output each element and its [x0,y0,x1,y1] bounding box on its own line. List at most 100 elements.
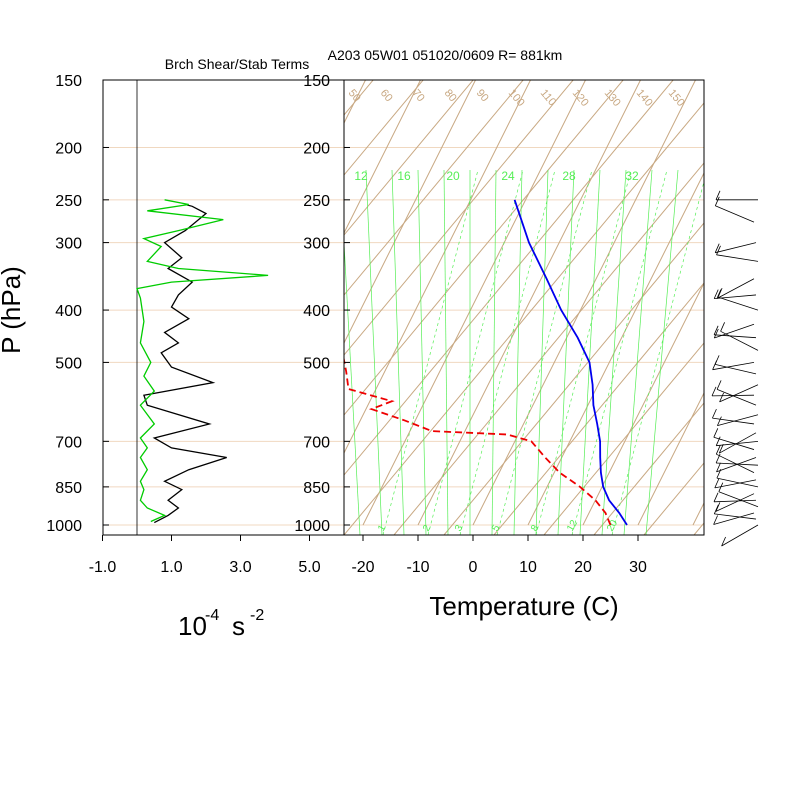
skewt-y-tick-label: 700 [303,434,330,451]
wind-barb-flag [713,428,719,438]
moist-adiabat-line [645,169,679,535]
moist-adiabat-line [443,169,449,535]
wind-barb-flag [717,287,723,298]
dry-adiabat-line [744,0,800,535]
dry-adiabat-label: 150 [666,87,687,109]
isotherm-line [472,80,696,526]
wind-barb [717,296,759,311]
isotherm-line [0,80,201,525]
dry-adiabat-label: 60 [378,87,395,104]
isotherm-line [344,80,366,125]
left-y-tick-label: 150 [55,73,82,90]
mixing-ratio-label: 20 [605,518,620,534]
wind-barb [719,384,759,403]
wind-barb-flag [715,436,721,446]
moist-adiabat-line [391,169,405,535]
dry-adiabat-label: 130 [602,87,623,109]
dry-adiabat-line [794,0,800,535]
dry-adiabat-line [693,522,704,535]
dry-adiabat-line [393,162,704,535]
mixing-ratio-label: 12 [565,518,580,534]
skewt-y-tick-label: 150 [303,73,330,90]
dry-adiabat-line [493,282,704,535]
dry-adiabat-label: 90 [474,87,491,104]
mixing-ratio-line [535,169,632,535]
left-pressure-ticks: 150 200 250 300 400 500 700 850 1000 [46,73,109,535]
skewt-x-tick-label: -10 [406,559,429,576]
wind-barb [715,242,757,254]
mixing-ratio-label: 1 [376,523,389,534]
wind-barb-flag [718,444,724,454]
skewt-pressure-ticks: 150 200 250 300 400 500 700 850 1000 [294,73,350,535]
skewt-x-tick-label: 10 [519,559,537,576]
isotherm-line [344,80,531,455]
skewt-series-group [344,199,628,526]
wind-barb-flag [714,478,720,489]
isotherm-line [88,80,311,525]
skewt-y-tick-label: 250 [303,193,330,210]
moist-adiabat-line [344,236,361,535]
wind-barb-flag [720,322,725,332]
wind-barb [718,491,759,508]
dry-adiabat-line [543,342,704,535]
skewt-y-tick-label: 500 [303,355,330,372]
wind-barb [719,432,757,454]
moist-adiabat-line [417,169,427,535]
moist-adiabat-line [535,169,549,535]
wind-barb-flag [712,360,717,370]
skewt-frame [343,79,705,536]
mixing-ratio-line [427,169,524,535]
wind-barb-flag [715,502,721,512]
skewt-x-tick-label: 20 [574,559,592,576]
left-x-tick-label: 3.0 [229,559,251,576]
isotherm-line [748,80,800,525]
wind-barb-flag [713,492,719,502]
dry-adiabat-label: 70 [410,87,427,104]
skewt-temperature-ticks: -20 -10 0 10 20 30 [351,535,647,576]
wind-barb-flag [721,536,726,547]
wind-barb-flag [713,325,719,335]
wind-barb-flag [713,515,718,525]
main-title: A203 05W01 051020/0609 R= 881km [328,47,563,63]
wind-barb [715,364,757,375]
mixing-ratio-label: 5 [490,523,503,534]
left-series-group [136,199,269,524]
units-base: 10 [178,611,207,641]
wind-barb [715,493,755,512]
wind-barb-flag [713,289,719,299]
wind-barb [714,513,757,520]
wind-barb [714,479,757,489]
dewpoint-profile [344,355,612,526]
skewt-x-tick-label: 30 [629,559,647,576]
wind-barb-flag [711,386,717,397]
moist-adiabat-line [491,169,497,535]
skewt-y-tick-label: 400 [303,303,330,320]
left-y-axis-label: P (hPa) [0,266,26,354]
wind-barb [716,278,755,299]
wind-barb-flag [718,482,724,492]
wind-barb-flag [714,196,720,206]
units-exponent-1: -4 [205,607,219,624]
wind-barb [720,330,759,351]
wind-barb [721,524,759,547]
theta-e-label: 28 [562,169,576,183]
wind-barb [716,453,755,474]
moist-adiabat-line [579,169,601,535]
moist-adiabat-line [623,169,653,535]
wind-barb-flag [714,243,720,253]
mixing-ratio-label: 8 [529,523,542,534]
mixing-ratio-line [611,180,704,535]
wind-barb-flag [713,328,719,339]
moist-adiabat-line [513,169,523,535]
left-units-label: 10 -4 s -2 [178,607,264,641]
left-y-tick-label: 300 [55,236,82,253]
mixing-ratio-line [571,169,668,535]
dry-adiabat-line [344,80,624,416]
left-y-tick-label: 700 [55,434,82,451]
left-x-tick-label: 1.0 [160,559,182,576]
wind-barb [715,205,755,223]
isotherm-line [637,391,704,526]
left-y-tick-label: 1000 [46,518,82,535]
wind-barb-flag [717,416,722,426]
skewt-x-tick-label: -20 [351,559,374,576]
